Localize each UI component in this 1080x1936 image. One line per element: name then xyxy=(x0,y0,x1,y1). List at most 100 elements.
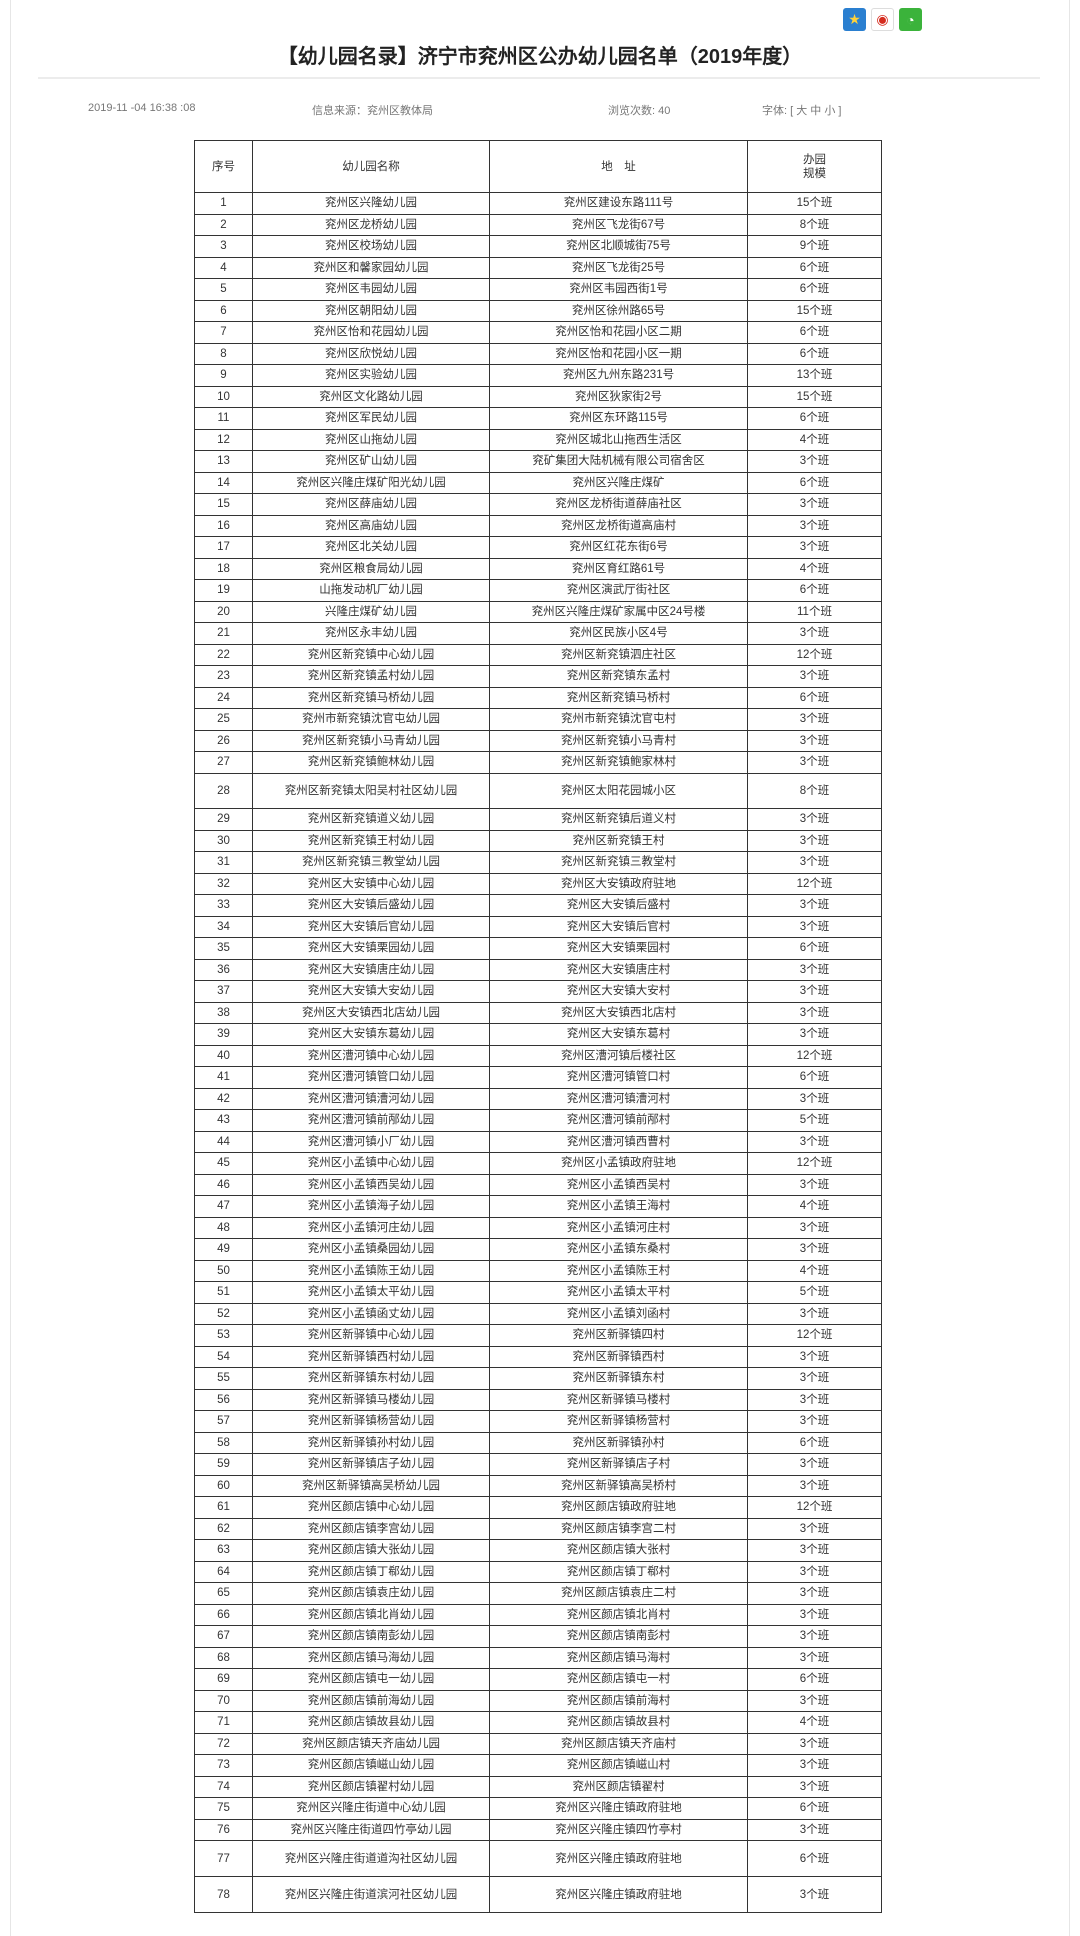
cell-no: 35 xyxy=(194,937,253,960)
cell-name: 兖州区颜店镇马海幼儿园 xyxy=(252,1646,490,1669)
cell-size: 6个班 xyxy=(747,407,882,430)
cell-no: 76 xyxy=(194,1818,253,1841)
table-row: 36 兖州区大安镇唐庄幼儿园 兖州区大安镇唐庄村 3个班 xyxy=(194,958,882,981)
table-row: 18 兖州区粮食局幼儿园 兖州区育红路61号 4个班 xyxy=(194,557,882,580)
table-row: 69 兖州区颜店镇屯一幼儿园 兖州区颜店镇屯一村 6个班 xyxy=(194,1668,882,1691)
cell-name: 兖州区军民幼儿园 xyxy=(252,407,490,430)
cell-name: 兖州区新兖镇马桥幼儿园 xyxy=(252,686,490,709)
cell-size: 12个班 xyxy=(747,1044,882,1067)
cell-no: 59 xyxy=(194,1453,253,1476)
table-row: 28 兖州区新兖镇太阳吴村社区幼儿园 兖州区太阳花园城小区 8个班 xyxy=(194,772,882,809)
cell-size: 3个班 xyxy=(747,1130,882,1153)
cell-name: 兖州区新兖镇王村幼儿园 xyxy=(252,829,490,852)
cell-name: 兖州区新驿镇西村幼儿园 xyxy=(252,1345,490,1368)
share-bar: ★ ◉ ◔ xyxy=(843,8,922,31)
weibo-icon[interactable]: ◉ xyxy=(871,8,894,31)
wechat-icon[interactable]: ◔ xyxy=(899,8,922,31)
cell-no: 24 xyxy=(194,686,253,709)
table-row: 41 兖州区漕河镇管口幼儿园 兖州区漕河镇管口村 6个班 xyxy=(194,1066,882,1089)
cell-address: 兖州区小孟镇陈王村 xyxy=(489,1259,748,1282)
cell-no: 33 xyxy=(194,894,253,917)
font-size-bracket: ] xyxy=(838,105,842,117)
cell-size: 3个班 xyxy=(747,1818,882,1841)
cell-size: 15个班 xyxy=(747,299,882,322)
cell-no: 34 xyxy=(194,915,253,938)
cell-size: 3个班 xyxy=(747,1539,882,1562)
cell-name: 兖州区小孟镇海子幼儿园 xyxy=(252,1195,490,1218)
table-row: 64 兖州区颜店镇丁郗幼儿园 兖州区颜店镇丁郗村 3个班 xyxy=(194,1560,882,1583)
table-row: 1 兖州区兴隆幼儿园 兖州区建设东路111号 15个班 xyxy=(194,192,882,215)
cell-size: 3个班 xyxy=(747,958,882,981)
cell-address: 兖州区新驿镇马楼村 xyxy=(489,1388,748,1411)
cell-address: 兖州区颜店镇马海村 xyxy=(489,1646,748,1669)
font-medium-button[interactable]: 中 xyxy=(810,105,822,117)
table-row: 3 兖州区校场幼儿园 兖州区北顺城街75号 9个班 xyxy=(194,235,882,258)
table-row: 19 山拖发动机厂幼儿园 兖州区演武厅街社区 6个班 xyxy=(194,579,882,602)
cell-size: 3个班 xyxy=(747,1517,882,1540)
cell-name: 兖州区大安镇后官幼儿园 xyxy=(252,915,490,938)
cell-size: 3个班 xyxy=(747,851,882,874)
cell-size: 3个班 xyxy=(747,708,882,731)
cell-no: 60 xyxy=(194,1474,253,1497)
table-row: 2 兖州区龙桥幼儿园 兖州区飞龙街67号 8个班 xyxy=(194,213,882,236)
cell-address: 兖州区东环路115号 xyxy=(489,407,748,430)
cell-address: 兖州区大安镇栗园村 xyxy=(489,937,748,960)
cell-address: 兖州区新驿镇孙村 xyxy=(489,1431,748,1454)
cell-address: 兖州区育红路61号 xyxy=(489,557,748,580)
cell-size: 6个班 xyxy=(747,471,882,494)
cell-name: 兖州区颜店镇故县幼儿园 xyxy=(252,1711,490,1734)
publish-datetime: 2019-11 -04 16:38 :08 xyxy=(88,102,196,114)
cell-no: 11 xyxy=(194,407,253,430)
table-row: 12 兖州区山拖幼儿园 兖州区城北山拖西生活区 4个班 xyxy=(194,428,882,451)
cell-address: 兖州区小孟镇河庄村 xyxy=(489,1216,748,1239)
cell-size: 3个班 xyxy=(747,1876,882,1913)
font-large-button[interactable]: 大 xyxy=(796,105,808,117)
cell-name: 兖州区颜店镇李宫幼儿园 xyxy=(252,1517,490,1540)
cell-name: 兖州区山拖幼儿园 xyxy=(252,428,490,451)
table-row: 34 兖州区大安镇后官幼儿园 兖州区大安镇后官村 3个班 xyxy=(194,915,882,938)
cell-no: 62 xyxy=(194,1517,253,1540)
cell-name: 兖州区小孟镇河庄幼儿园 xyxy=(252,1216,490,1239)
table-row: 46 兖州区小孟镇西吴幼儿园 兖州区小孟镇西吴村 3个班 xyxy=(194,1173,882,1196)
font-size-label: 字体: [ xyxy=(762,105,794,117)
cell-size: 6个班 xyxy=(747,342,882,365)
cell-no: 51 xyxy=(194,1281,253,1304)
cell-size: 3个班 xyxy=(747,1238,882,1261)
cell-no: 66 xyxy=(194,1603,253,1626)
cell-address: 兖州区龙桥街道高庙村 xyxy=(489,514,748,537)
cell-no: 23 xyxy=(194,665,253,688)
cell-no: 26 xyxy=(194,729,253,752)
font-small-button[interactable]: 小 xyxy=(824,105,836,117)
qzone-icon[interactable]: ★ xyxy=(843,8,866,31)
cell-address: 兖州区韦园西街1号 xyxy=(489,278,748,301)
cell-address: 兖州区演武厅街社区 xyxy=(489,579,748,602)
cell-no: 6 xyxy=(194,299,253,322)
divider xyxy=(38,77,1040,79)
cell-size: 6个班 xyxy=(747,1431,882,1454)
cell-size: 3个班 xyxy=(747,1345,882,1368)
cell-no: 30 xyxy=(194,829,253,852)
cell-no: 46 xyxy=(194,1173,253,1196)
cell-name: 兖州区和馨家园幼儿园 xyxy=(252,256,490,279)
cell-size: 3个班 xyxy=(747,1087,882,1110)
table-row: 33 兖州区大安镇后盛幼儿园 兖州区大安镇后盛村 3个班 xyxy=(194,894,882,917)
cell-no: 78 xyxy=(194,1876,253,1913)
cell-size: 3个班 xyxy=(747,894,882,917)
cell-name: 兖州区怡和花园幼儿园 xyxy=(252,321,490,344)
kindergarten-table: 序号 幼儿园名称 地 址 办园 规模 1 兖州区兴隆幼儿园 兖州区建设东路111号 15… xyxy=(194,140,882,1913)
cell-size: 3个班 xyxy=(747,1646,882,1669)
table-row: 71 兖州区颜店镇故县幼儿园 兖州区颜店镇故县村 4个班 xyxy=(194,1711,882,1734)
cell-size: 3个班 xyxy=(747,1560,882,1583)
cell-address: 兖州区兴隆庄镇政府驻地 xyxy=(489,1876,748,1913)
cell-address: 兖州区漕河镇前邴村 xyxy=(489,1109,748,1132)
cell-size: 3个班 xyxy=(747,1453,882,1476)
cell-address: 兖州区新驿镇四村 xyxy=(489,1324,748,1347)
table-row: 31 兖州区新兖镇三教堂幼儿园 兖州区新兖镇三教堂村 3个班 xyxy=(194,851,882,874)
cell-name: 兖州区颜店镇中心幼儿园 xyxy=(252,1496,490,1519)
cell-name: 兖州区矿山幼儿园 xyxy=(252,450,490,473)
cell-name: 兖州区新驿镇中心幼儿园 xyxy=(252,1324,490,1347)
cell-name: 兖州区颜店镇南彭幼儿园 xyxy=(252,1625,490,1648)
cell-no: 56 xyxy=(194,1388,253,1411)
cell-address: 兖州区兴隆庄镇政府驻地 xyxy=(489,1797,748,1820)
cell-address: 兖州区九州东路231号 xyxy=(489,364,748,387)
